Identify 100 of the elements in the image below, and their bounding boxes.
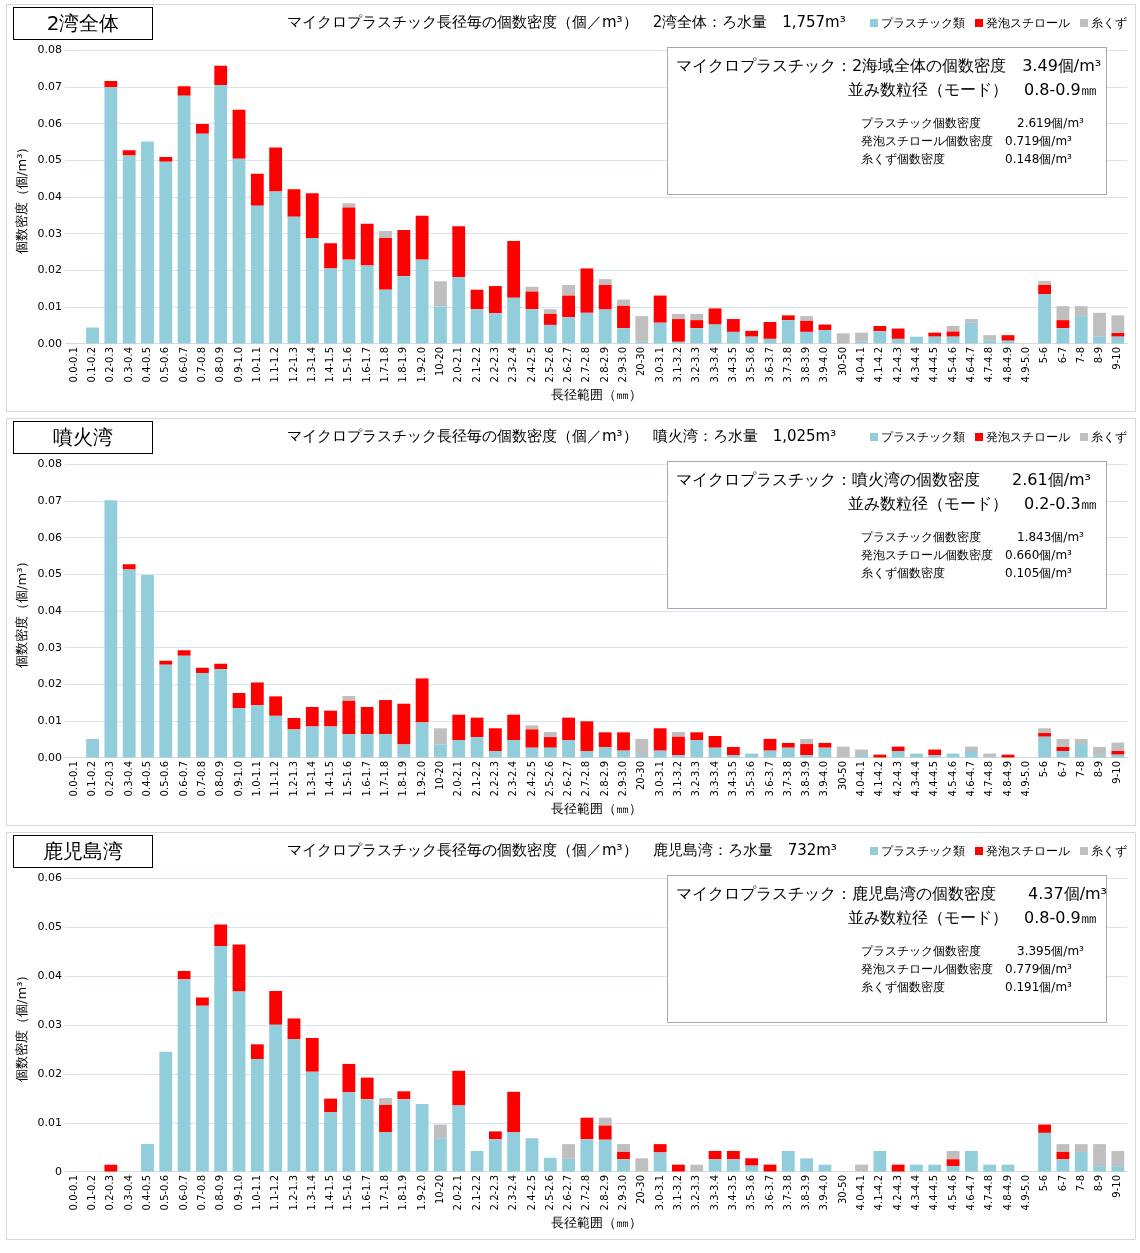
bar [690,320,704,329]
bar [781,747,795,758]
bar [690,313,704,321]
x-tick-label: 3.7-3.8 [781,760,793,797]
bar [781,315,795,321]
x-tick-label: 3.4-3.5 [726,760,738,797]
bar [800,744,814,756]
x-tick-label: 1.3-1.4 [305,1174,317,1211]
bar [360,707,374,735]
bar [305,726,319,758]
bar [196,667,209,673]
x-tick-label: 0.3-0.4 [122,1174,134,1211]
y-tick-label: 0.07 [37,80,63,94]
bar [946,326,960,332]
chart-title: マイクロプラスチック長径毎の個数密度（個／m³） 鹿児島湾：ろ水量 732m³ [287,841,837,860]
x-tick-label: 1.6-1.7 [360,760,372,797]
x-tick-label: 2.2-2.3 [488,346,500,383]
x-tick-label: 1.1-1.2 [269,760,281,797]
x-tick-label: 3.7-3.8 [781,1174,793,1211]
bar [470,289,484,310]
x-tick-label: 0.3-0.4 [122,760,134,797]
bar [488,286,502,314]
bar [452,1070,466,1106]
x-tick-label: 1.2-1.3 [287,346,299,383]
bar [141,1144,154,1172]
bar [855,749,868,756]
bar [269,696,283,716]
x-tick-label: 0.8-0.9 [214,1174,226,1211]
bar [1056,306,1070,321]
x-tick-label: 9-10 [1111,346,1123,370]
chart-subtitle: 2湾全体 [13,7,153,40]
x-tick-label: 1.3-1.4 [305,346,317,383]
y-tick-label: 0.02 [37,263,63,277]
bar [177,86,191,96]
x-tick-label: 1.0-1.1 [250,760,262,797]
x-tick-label: 2.1-2.2 [470,346,482,383]
x-tick-label: 2.5-2.6 [543,1174,555,1211]
bar [543,1157,557,1172]
x-tick-label: 1.2-1.3 [287,1174,299,1211]
bar [818,742,832,748]
bar [672,313,685,320]
x-tick-label: 4.0-4.1 [855,760,867,797]
bar [287,1018,301,1039]
bar [159,156,173,162]
bar [415,722,429,758]
x-tick-label: 2.0-2.1 [452,1174,464,1211]
bar [635,738,649,756]
x-tick-label: 0.5-0.6 [159,346,171,383]
bar [324,710,337,727]
bar [397,1091,411,1100]
chart-title: マイクロプラスチック長径毎の個数密度（個／m³） 2湾全体：ろ水量 1,757m³ [287,13,846,32]
bar [360,1099,374,1172]
bar [305,193,319,238]
bar [269,715,283,758]
bar [305,1071,319,1172]
bar [781,1150,795,1172]
bar [488,313,502,344]
x-tick-label: 2.7-2.8 [580,1174,592,1211]
bar [287,718,301,730]
bar [379,238,392,290]
x-tick-label: 3.1-3.2 [672,760,684,797]
bar [232,109,246,159]
x-tick-label: 2.4-2.5 [525,1174,537,1211]
bar [580,1117,594,1140]
bar [1093,746,1106,756]
bar [488,751,502,758]
x-tick-label: 1.5-1.6 [342,1174,354,1211]
y-tick-label: 0.06 [37,116,63,130]
bar [580,312,594,344]
bar [507,1091,521,1133]
y-tick-label: 0.05 [37,153,63,167]
bar [964,322,978,344]
bar [653,322,667,344]
x-tick-label: 0.0-0.1 [67,760,79,797]
x-tick-label: 0.4-0.5 [141,346,153,383]
bar [598,309,612,344]
x-tick-label: 10-20 [434,346,446,377]
bar [543,309,557,314]
annotation: 並み数粒径（モード） 0.8-0.9㎜ [847,907,1098,929]
bar [800,738,814,745]
bar [342,696,356,701]
bar [397,703,411,745]
bar [415,678,429,723]
x-tick-label: 2.4-2.5 [525,760,537,797]
x-tick-label: 2.2-2.3 [488,1174,500,1211]
bar [745,1158,759,1166]
x-tick-label: 0.3-0.4 [122,346,134,383]
x-tick-label: 4.8-4.9 [1001,760,1013,797]
bar [360,265,374,344]
bar [690,328,704,344]
x-tick-label: 2.6-2.7 [562,760,574,797]
x-tick-label: 4.5-4.6 [946,760,958,797]
x-tick-label: 3.2-3.3 [690,1174,702,1211]
legend-label: プラスチック類 [881,844,965,858]
bar [434,306,447,344]
x-tick-label: 3.8-3.9 [800,760,812,797]
chart-subtitle: 鹿児島湾 [13,835,153,868]
bar [305,1038,319,1072]
x-tick-label: 1.2-1.3 [287,760,299,797]
x-tick-label: 0.9-1.0 [232,1174,244,1211]
